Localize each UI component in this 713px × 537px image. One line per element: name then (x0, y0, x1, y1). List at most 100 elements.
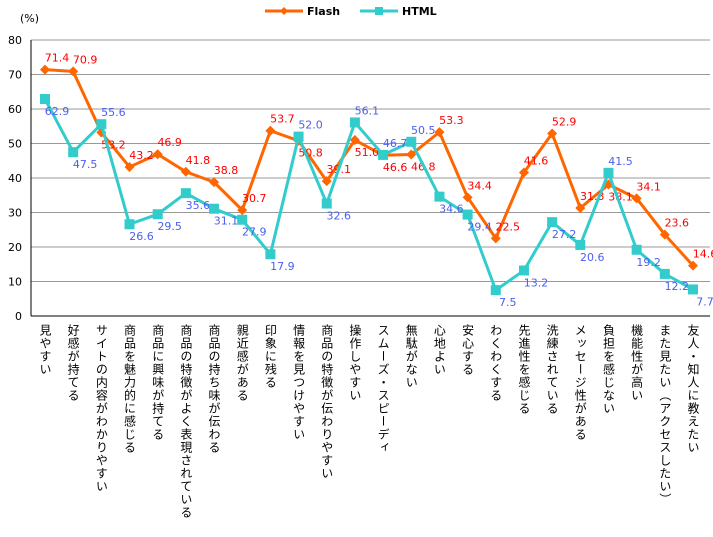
html-point (631, 244, 642, 255)
flash-data-label: 71.4 (45, 52, 70, 65)
flash-data-label: 22.5 (496, 220, 521, 233)
x-category-label: また見たい（アクセスしたい） (657, 324, 672, 506)
html-point (490, 285, 501, 296)
html-point (349, 117, 360, 128)
legend-label: HTML (402, 5, 437, 18)
x-category-label: 友人・知人に教えたい (686, 324, 700, 454)
html-point (462, 209, 473, 220)
flash-data-label: 34.4 (467, 179, 492, 192)
flash-point (547, 128, 558, 139)
x-category-label: 商品を魅力的に感じる (122, 324, 137, 454)
flash-data-label: 43.2 (129, 149, 154, 162)
html-data-label: 26.6 (129, 230, 154, 243)
x-category-label: 印象に残る (263, 324, 278, 389)
flash-point (406, 149, 417, 160)
html-point (293, 131, 304, 142)
flash-point (68, 66, 79, 77)
flash-data-label: 14.6 (693, 248, 713, 261)
flash-point (349, 135, 360, 146)
html-point (575, 239, 586, 250)
flash-point (575, 203, 586, 214)
x-category-label: スムーズ・スピーディ (376, 324, 391, 454)
x-category-label: 見やすい (38, 324, 52, 376)
flash-data-label: 34.1 (636, 180, 661, 193)
html-point (180, 188, 191, 199)
html-data-label: 35.6 (186, 199, 211, 212)
y-tick-label: 80 (8, 34, 22, 47)
html-data-label: 62.9 (45, 105, 70, 118)
flash-point (265, 125, 276, 136)
x-category-label: 商品に興味が持てる (150, 324, 165, 441)
html-data-label: 34.6 (439, 203, 464, 216)
x-category-label: 親近感がある (235, 324, 250, 402)
y-axis-label: (%) (20, 12, 39, 25)
y-tick-label: 40 (8, 172, 22, 185)
x-category-label: 安心する (460, 324, 475, 376)
html-data-label: 29.4 (467, 221, 492, 234)
flash-data-label: 41.8 (186, 154, 211, 167)
x-category-label: 先進性を感じる (516, 324, 531, 415)
y-tick-label: 50 (8, 138, 22, 151)
x-category-label: 洗練されている (545, 324, 560, 415)
html-data-label: 17.9 (270, 260, 295, 273)
flash-point (40, 64, 50, 75)
html-point (124, 219, 135, 230)
y-tick-label: 30 (8, 207, 22, 220)
html-data-label: 32.6 (326, 210, 351, 223)
html-data-label: 19.2 (636, 256, 661, 269)
html-point (96, 119, 107, 130)
html-point (68, 147, 79, 158)
html-point (406, 136, 417, 147)
flash-data-label: 38.8 (214, 164, 239, 177)
y-tick-label: 60 (8, 103, 22, 116)
x-category-label: 情報を見つけやすい (291, 324, 306, 441)
flash-point (659, 229, 670, 240)
flash-point (490, 233, 501, 244)
html-data-label: 41.5 (608, 155, 633, 168)
flash-series-line (44, 68, 695, 267)
flash-data-label: 53.3 (439, 114, 464, 127)
html-point (209, 203, 220, 214)
flash-data-label: 30.7 (242, 192, 267, 205)
x-category-label: サイトの内容がわかりやすい (94, 324, 109, 493)
legend-label: Flash (307, 5, 340, 18)
html-data-label: 52.0 (298, 119, 323, 132)
flash-data-label: 50.8 (298, 147, 323, 160)
html-point (547, 217, 558, 228)
flash-point (152, 149, 163, 160)
flash-point (180, 166, 191, 177)
flash-point (124, 161, 135, 172)
x-category-label: 負担を感じない (601, 324, 616, 415)
html-point (603, 167, 614, 178)
y-tick-label: 70 (8, 69, 22, 82)
x-category-label: 機能性が高い (629, 324, 644, 402)
html-data-label: 27.2 (552, 228, 577, 241)
html-point (152, 209, 163, 220)
flash-data-label: 38.1 (608, 191, 633, 204)
flash-data-label: 23.6 (665, 217, 690, 230)
legend-marker-square (375, 7, 383, 15)
flash-data-label: 46.6 (383, 161, 408, 174)
flash-point (462, 192, 473, 203)
html-data-label: 50.5 (411, 124, 436, 137)
html-data-label: 31.1 (214, 215, 239, 228)
flash-data-label: 46.9 (157, 136, 182, 149)
legend-marker-diamond (280, 7, 288, 15)
flash-point (321, 176, 332, 187)
flash-data-label: 52.9 (552, 115, 577, 128)
flash-data-label: 51.0 (355, 146, 380, 159)
x-category-label: 無駄がない (404, 324, 419, 389)
html-point (40, 93, 50, 104)
x-category-label: 商品の特徴がよく表現されている (178, 324, 193, 519)
x-category-label: 好感が持てる (66, 324, 81, 402)
html-data-label: 13.2 (524, 276, 549, 289)
y-tick-label: 20 (8, 241, 22, 254)
html-data-label: 47.5 (73, 158, 98, 171)
flash-point (237, 205, 248, 216)
html-point (659, 268, 670, 279)
html-data-label: 20.6 (580, 251, 605, 264)
flash-point (518, 167, 529, 178)
flash-point (631, 193, 642, 204)
